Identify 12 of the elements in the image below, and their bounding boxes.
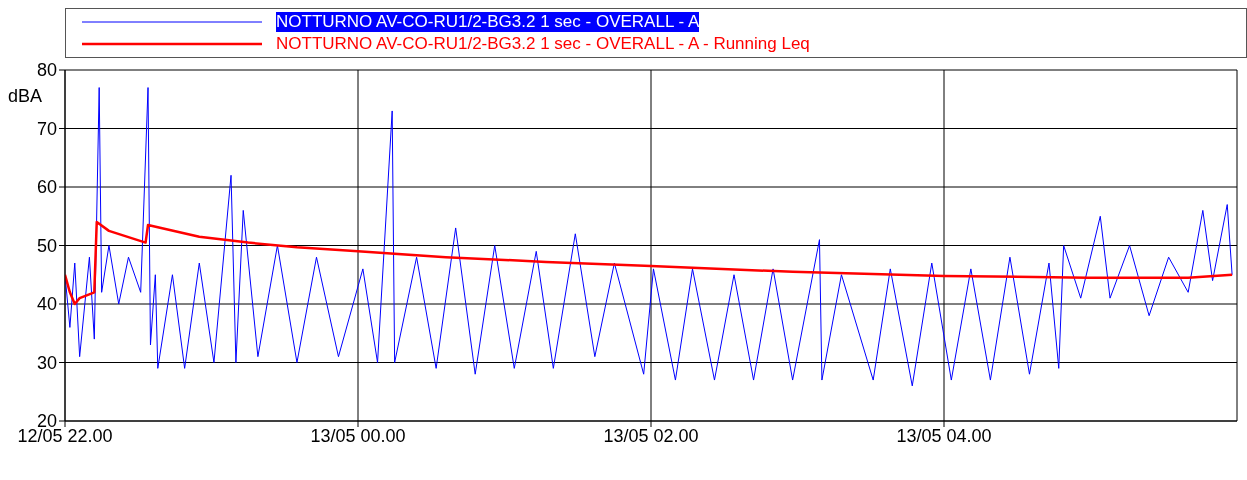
y-tick-label: 80 <box>36 60 57 81</box>
y-tick-label: 40 <box>36 294 57 315</box>
y-tick-label: 30 <box>36 352 57 373</box>
x-tick-label: 13/05 00.00 <box>310 425 406 446</box>
text: NOTTURNO AV-CO-RU1/2-BG3.2 1 sec - OVERALL - A <box>276 12 700 32</box>
text: NOTTURNO AV-CO-RU1/2-BG3.2 1 sec - OVERALL - A - Running Leq <box>276 34 810 54</box>
y-tick-label: 50 <box>36 235 57 256</box>
y-axis-title: dBA <box>8 86 43 107</box>
y-tick-label: 70 <box>36 118 57 139</box>
x-tick-label: 13/05 04.00 <box>896 425 992 446</box>
x-tick-label: 13/05 02.00 <box>603 425 699 446</box>
y-tick-label: 60 <box>36 177 57 198</box>
